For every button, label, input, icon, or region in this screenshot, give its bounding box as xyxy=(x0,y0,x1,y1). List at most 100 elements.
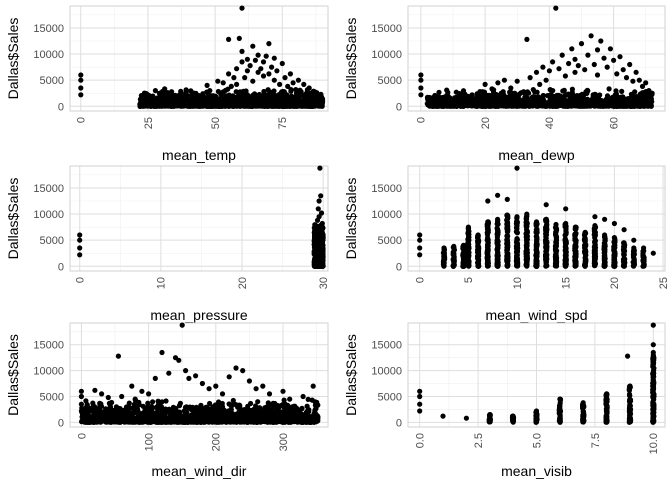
data-point xyxy=(441,245,447,251)
data-point xyxy=(286,102,292,108)
data-point xyxy=(540,64,546,70)
data-point xyxy=(523,219,529,225)
data-point xyxy=(444,87,450,93)
data-point xyxy=(431,101,437,107)
data-point xyxy=(437,100,443,106)
x-tick-label: 10 xyxy=(156,277,168,289)
data-point xyxy=(623,75,630,81)
data-point xyxy=(612,260,618,266)
data-point xyxy=(495,239,501,245)
data-point xyxy=(206,94,212,100)
data-point xyxy=(476,238,482,244)
data-points xyxy=(78,5,326,109)
data-point xyxy=(260,59,267,65)
data-point xyxy=(226,101,232,107)
data-point xyxy=(495,260,501,266)
y-tick-label: 5000 xyxy=(378,235,402,247)
data-point xyxy=(271,77,277,83)
data-point xyxy=(504,196,510,202)
data-point xyxy=(320,235,326,241)
data-point xyxy=(514,230,521,236)
data-point xyxy=(513,221,520,227)
data-point xyxy=(319,260,325,266)
data-point xyxy=(621,259,627,265)
data-point xyxy=(451,95,458,101)
data-point xyxy=(607,46,614,52)
data-point xyxy=(524,252,530,259)
x-tick-label: 10 xyxy=(512,277,524,289)
x-tick-label: 25 xyxy=(658,277,670,289)
data-point xyxy=(183,89,189,95)
data-point xyxy=(543,77,549,83)
data-point xyxy=(594,47,601,53)
data-point xyxy=(258,66,264,72)
data-point xyxy=(137,101,143,107)
data-point xyxy=(485,250,491,256)
data-point xyxy=(282,75,288,81)
data-point xyxy=(231,75,237,81)
data-point xyxy=(495,242,501,248)
data-point xyxy=(226,97,232,103)
data-point xyxy=(592,214,598,220)
data-point xyxy=(216,399,222,405)
data-point xyxy=(461,255,467,262)
data-point xyxy=(312,89,318,95)
y-tick-label: 10000 xyxy=(371,209,402,221)
data-point xyxy=(152,88,158,94)
data-point xyxy=(631,245,637,251)
data-point xyxy=(504,245,510,251)
data-point xyxy=(274,68,280,74)
data-point xyxy=(450,252,456,258)
data-point xyxy=(577,103,584,109)
data-points xyxy=(77,165,326,269)
data-point xyxy=(602,232,608,238)
data-point xyxy=(495,256,501,262)
data-point xyxy=(498,90,504,96)
data-point xyxy=(250,78,256,84)
data-point xyxy=(158,102,164,108)
data-point xyxy=(432,92,438,99)
data-point xyxy=(210,103,216,109)
data-point xyxy=(417,245,423,251)
data-point xyxy=(485,219,491,225)
data-point xyxy=(204,102,210,108)
x-tick-label: 20 xyxy=(609,277,621,289)
x-tick-label: 20 xyxy=(237,277,249,289)
data-point xyxy=(524,229,530,235)
data-point xyxy=(508,85,514,91)
data-point xyxy=(220,80,226,86)
y-axis-label: Dallas$Sales xyxy=(5,178,21,260)
data-point xyxy=(441,257,447,263)
data-point xyxy=(494,230,501,236)
x-tick-label: 30 xyxy=(318,277,330,289)
data-point xyxy=(514,241,520,247)
data-point xyxy=(317,165,323,171)
data-point xyxy=(553,237,560,243)
data-point xyxy=(271,55,277,61)
data-point xyxy=(598,38,604,44)
data-point xyxy=(247,63,253,69)
data-point xyxy=(234,66,240,72)
data-point xyxy=(417,237,423,243)
data-points xyxy=(417,165,656,269)
data-point xyxy=(263,53,269,59)
data-point xyxy=(319,103,325,109)
data-point xyxy=(180,99,186,105)
data-point xyxy=(485,198,491,204)
data-point xyxy=(451,243,457,249)
data-point xyxy=(456,101,462,107)
data-point xyxy=(261,88,267,95)
data-point xyxy=(524,263,530,269)
data-point xyxy=(562,236,568,242)
data-point xyxy=(460,242,467,248)
data-point xyxy=(418,85,424,91)
data-point xyxy=(602,246,608,252)
data-point xyxy=(475,260,481,266)
panel-border xyxy=(69,5,329,112)
y-tick-label: 0 xyxy=(396,101,402,113)
data-point xyxy=(239,95,245,102)
data-point xyxy=(271,88,277,94)
data-point xyxy=(645,96,651,102)
